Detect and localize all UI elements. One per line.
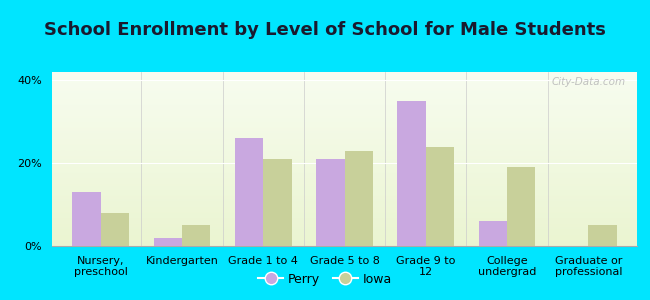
Bar <box>478 221 507 246</box>
Bar <box>72 192 101 246</box>
Bar <box>101 213 129 246</box>
Legend: Perry, Iowa: Perry, Iowa <box>253 268 397 291</box>
Bar <box>397 101 426 246</box>
Bar <box>235 138 263 246</box>
Bar <box>182 225 211 246</box>
Bar <box>316 159 344 246</box>
Text: City-Data.com: City-Data.com <box>551 77 625 87</box>
Bar <box>153 238 182 246</box>
Bar <box>507 167 536 246</box>
Bar <box>344 151 373 246</box>
Bar <box>588 225 617 246</box>
Text: School Enrollment by Level of School for Male Students: School Enrollment by Level of School for… <box>44 21 606 39</box>
Bar <box>426 147 454 246</box>
Bar <box>263 159 292 246</box>
